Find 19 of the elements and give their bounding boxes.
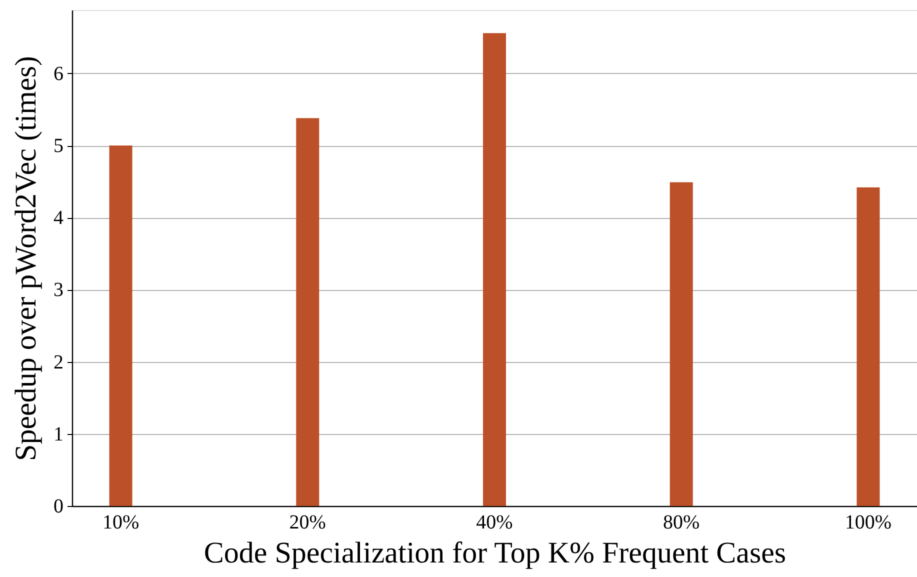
y-axis-title: Speedup over pWord2Vec (times) (10, 56, 42, 461)
bar (670, 182, 693, 506)
x-tick-label: 20% (289, 512, 326, 534)
x-tick-label: 100% (844, 512, 892, 534)
y-tick-label: 0 (54, 496, 64, 518)
y-tick-label: 4 (54, 207, 64, 230)
y-tick-label: 2 (54, 351, 64, 374)
x-tick-label: 10% (102, 512, 140, 534)
y-tick-label: 1 (54, 423, 64, 446)
x-tick-label: 40% (476, 512, 513, 534)
y-tick-label: 5 (54, 135, 64, 158)
y-tick-label: 6 (54, 62, 64, 85)
x-tick-label: 80% (663, 512, 700, 534)
bar (483, 33, 506, 506)
bar (109, 146, 132, 506)
bar (856, 187, 880, 506)
bar (296, 118, 320, 506)
y-tick-label: 3 (54, 279, 64, 302)
x-axis-title: Code Specialization for Top K% Frequent Cases (204, 536, 786, 570)
